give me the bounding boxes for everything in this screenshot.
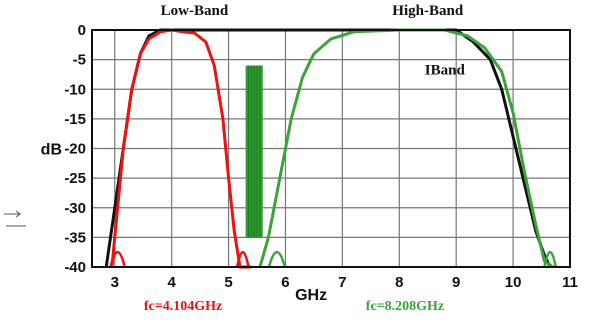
annotation-label: High-Band	[392, 3, 464, 19]
y-tick-label: -35	[64, 229, 86, 246]
x-axis-label: GHz	[295, 287, 327, 304]
annotation-label: Low-Band	[161, 3, 229, 19]
pulse-sketch-icon	[4, 210, 26, 227]
band-region	[245, 65, 263, 238]
sidelobe	[543, 250, 558, 268]
annotation-label: IBand	[425, 62, 466, 78]
x-tick-labels: 3 4 5 6 7 8 9 10 11	[111, 274, 578, 291]
x-tick-label: 4	[167, 274, 176, 291]
annotations: Low-Band High-Band IBand	[161, 3, 466, 78]
x-tick-label: 9	[452, 274, 460, 291]
sidelobe	[109, 250, 126, 268]
x-tick-label: 11	[562, 274, 578, 291]
y-axis-label: dB	[41, 142, 62, 159]
y-tick-label: -25	[64, 170, 86, 187]
plot-frame	[91, 29, 571, 268]
y-tick-label: 0	[78, 22, 86, 39]
x-tick-label: 10	[505, 274, 522, 291]
x-tick-label: 3	[111, 274, 119, 291]
y-tick-label: -40	[64, 259, 86, 276]
x-tick-label: 8	[395, 274, 403, 291]
x-tick-label: 7	[338, 274, 346, 291]
center-frequency-low: fc=4.104GHz	[144, 299, 222, 314]
y-tick-label: -15	[64, 111, 86, 128]
y-tick-label: -5	[73, 52, 86, 69]
center-frequency-high: fc=8.208GHz	[366, 299, 444, 314]
y-tick-label: -30	[64, 200, 86, 217]
x-tick-label: 6	[281, 274, 289, 291]
y-tick-label: -10	[64, 81, 86, 98]
series-line-2	[110, 28, 252, 269]
y-tick-labels: 0 -5 -10 -15 -20 -25 -30 -35 -40	[64, 22, 86, 276]
sidelobe	[235, 250, 250, 268]
y-tick-label: -20	[64, 141, 86, 158]
x-tick-label: 5	[224, 274, 232, 291]
sidelobe	[267, 250, 287, 268]
